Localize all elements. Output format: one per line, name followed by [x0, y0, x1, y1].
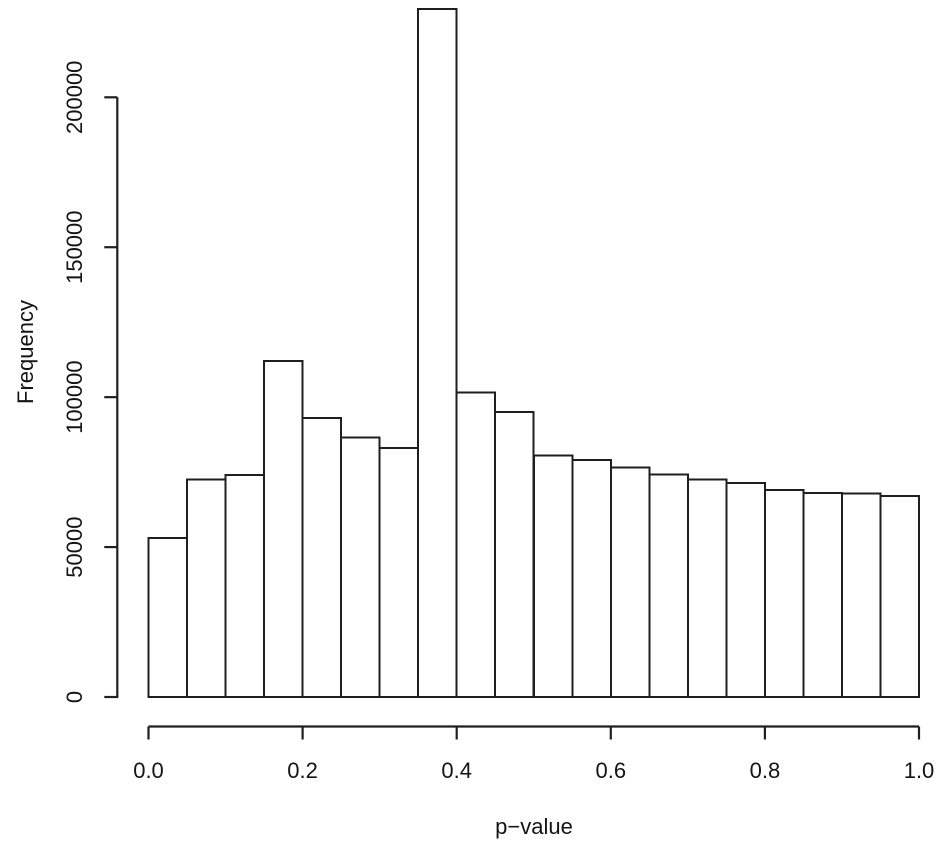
y-tick-label: 50000 — [62, 517, 87, 578]
x-axis-title: p−value — [495, 814, 573, 839]
x-tick-label: 0.8 — [750, 758, 781, 783]
histogram-bar — [340, 436, 381, 698]
histogram-bar — [417, 7, 458, 699]
histogram-bar — [186, 478, 227, 698]
histogram-bar — [147, 537, 188, 698]
tick-labels-group: 0.0 0.2 0.4 0.6 0.8 1.0 0 50000 100000 150000 2000… — [62, 61, 934, 783]
histogram-bar — [455, 391, 497, 698]
histogram-bar — [301, 417, 343, 698]
histogram-bar — [802, 492, 843, 698]
x-tick-label: 0.4 — [441, 758, 472, 783]
histogram-bar — [378, 447, 420, 698]
histogram-bar — [841, 492, 882, 699]
y-tick-label: 200000 — [62, 61, 87, 134]
histogram-bar — [763, 489, 805, 698]
x-tick-label: 0.6 — [596, 758, 627, 783]
axes-group — [104, 96, 921, 740]
x-tick-label: 0.2 — [287, 758, 318, 783]
histogram-bar — [879, 495, 920, 698]
histogram-bar — [263, 360, 304, 698]
x-tick-label: 0.0 — [133, 758, 164, 783]
histogram-bar — [725, 482, 766, 699]
histogram-bar — [609, 466, 651, 698]
y-tick-label: 150000 — [62, 210, 87, 283]
histogram-bar — [648, 473, 689, 698]
histogram-bar — [532, 454, 574, 698]
x-tick-label: 1.0 — [904, 758, 935, 783]
histogram-bar — [224, 474, 266, 698]
y-tick-label: 0 — [62, 691, 87, 703]
y-tick-label: 100000 — [62, 360, 87, 433]
histogram-bar — [571, 459, 612, 698]
histogram-bar — [686, 478, 728, 698]
y-axis-title: Frequency — [13, 300, 38, 404]
histogram-bar — [494, 411, 535, 698]
bars-group — [147, 7, 920, 699]
